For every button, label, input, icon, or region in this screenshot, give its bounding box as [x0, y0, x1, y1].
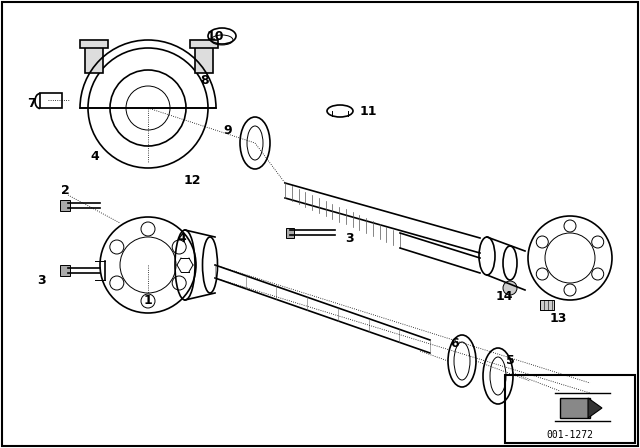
- Text: 4: 4: [91, 150, 99, 163]
- Bar: [80, 40, 108, 48]
- Text: 3: 3: [38, 273, 46, 287]
- Circle shape: [503, 281, 517, 295]
- Text: 12: 12: [183, 173, 201, 186]
- Text: 13: 13: [549, 311, 566, 324]
- Bar: [190, 40, 218, 48]
- Text: 5: 5: [506, 353, 515, 366]
- Bar: [85, 43, 103, 73]
- Bar: [60, 200, 70, 211]
- Text: 001-1272: 001-1272: [547, 430, 593, 440]
- Text: 7: 7: [28, 96, 36, 109]
- Polygon shape: [588, 398, 602, 418]
- Text: 9: 9: [224, 124, 232, 137]
- Text: 2: 2: [61, 184, 69, 197]
- Bar: [40, 93, 62, 108]
- Text: 10: 10: [206, 30, 224, 43]
- Bar: [195, 43, 213, 73]
- Text: 4: 4: [178, 232, 186, 245]
- Bar: [540, 300, 554, 310]
- Text: 11: 11: [359, 104, 377, 117]
- Text: 3: 3: [346, 232, 355, 245]
- Bar: [505, 375, 635, 443]
- Bar: [60, 265, 70, 276]
- Text: 6: 6: [451, 336, 460, 349]
- Bar: [560, 398, 590, 418]
- Text: 8: 8: [201, 73, 209, 86]
- Bar: [286, 228, 294, 238]
- Text: 1: 1: [143, 293, 152, 306]
- Text: 14: 14: [495, 289, 513, 302]
